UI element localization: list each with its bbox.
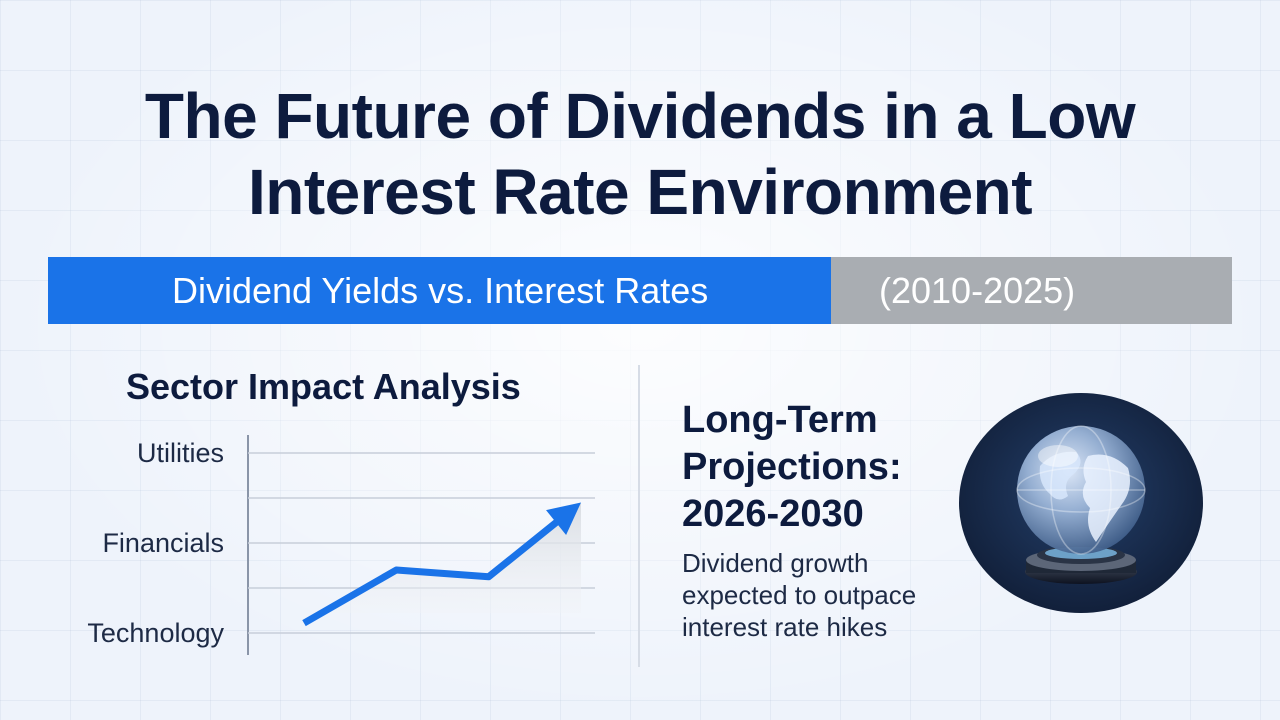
- banner: Dividend Yields vs. Interest Rates (2010…: [48, 257, 1232, 324]
- divider: [638, 365, 640, 667]
- chart-line: [302, 502, 581, 627]
- banner-period: (2010-2025): [831, 257, 1232, 324]
- banner-label: Dividend Yields vs. Interest Rates: [48, 257, 831, 324]
- series-line: [302, 511, 570, 627]
- y-tick-label: Financials: [102, 528, 224, 558]
- area-fill: [304, 502, 581, 624]
- sector-chart: Technology Financials Utilities: [87, 435, 595, 655]
- arrow-head: [546, 502, 581, 536]
- chart-area: [304, 502, 581, 624]
- projections-text: Dividend growth expected to outpace inte…: [682, 548, 917, 642]
- globe-icon: [958, 392, 1204, 614]
- page-title: The Future of Dividends in a Low Interes…: [144, 80, 1136, 228]
- projections-title: Long-Term Projections: 2026-2030: [682, 399, 902, 535]
- y-tick-label: Utilities: [137, 438, 224, 468]
- y-tick-label: Technology: [87, 618, 224, 648]
- chart-labels: Technology Financials Utilities: [87, 438, 224, 648]
- sector-title: Sector Impact Analysis: [126, 366, 521, 407]
